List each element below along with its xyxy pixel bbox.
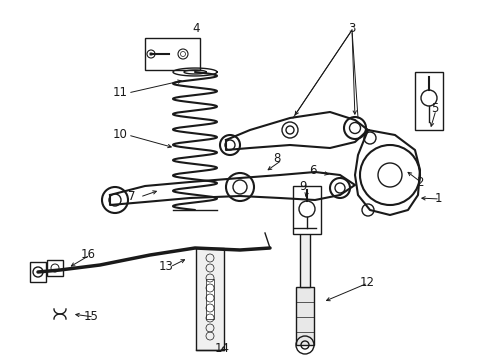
Text: 10: 10: [112, 127, 127, 140]
Text: 13: 13: [158, 260, 173, 273]
Text: 11: 11: [112, 85, 127, 99]
Text: 3: 3: [347, 22, 355, 35]
Text: 16: 16: [81, 248, 95, 261]
Bar: [145, 38, 200, 70]
Bar: [292, 186, 320, 234]
Text: 7: 7: [128, 189, 136, 202]
Text: 2: 2: [415, 175, 423, 189]
Bar: [414, 72, 442, 130]
Text: 1: 1: [433, 192, 441, 204]
Bar: [47, 260, 63, 276]
Bar: [205, 279, 214, 319]
Bar: [295, 287, 313, 345]
Text: 8: 8: [273, 152, 280, 165]
Text: 4: 4: [192, 22, 199, 35]
Text: 14: 14: [214, 342, 229, 355]
Bar: [30, 262, 46, 282]
Circle shape: [149, 52, 153, 56]
Text: 5: 5: [430, 102, 438, 114]
Text: 12: 12: [359, 275, 374, 288]
Text: 15: 15: [83, 310, 98, 323]
Bar: [299, 228, 310, 287]
Text: 6: 6: [308, 163, 316, 176]
Text: 9: 9: [299, 180, 306, 193]
Bar: [196, 248, 224, 350]
